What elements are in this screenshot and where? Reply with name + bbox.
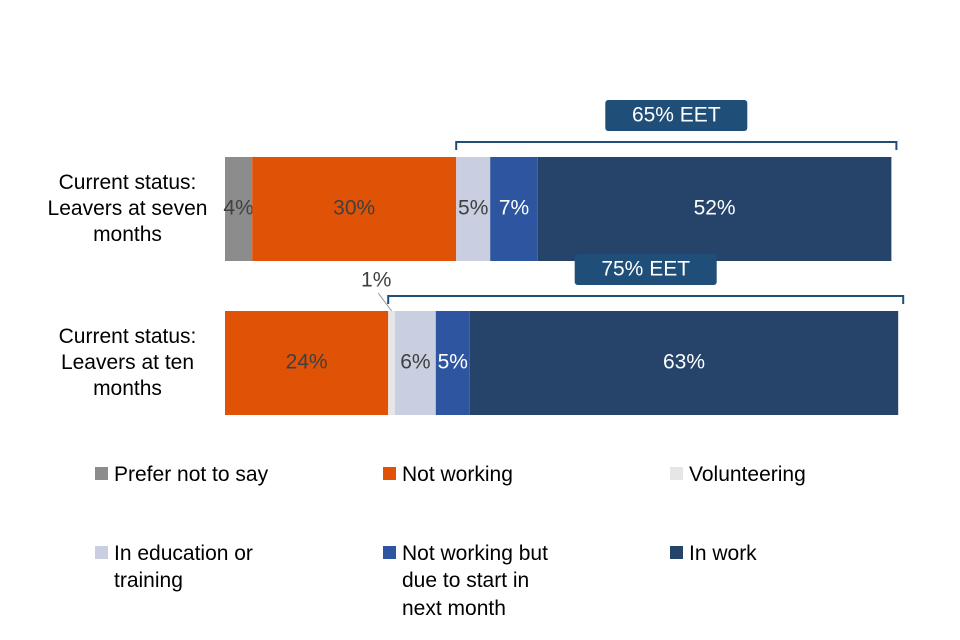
legend-item: Volunteering [670, 461, 859, 488]
annotation-box [574, 254, 717, 285]
legend-swatch [95, 467, 108, 480]
bar-segment [537, 157, 892, 261]
data-label: 30% [333, 197, 375, 220]
legend-item: Prefer not to say [95, 461, 284, 488]
legend-swatch [670, 546, 683, 559]
bar-segment [395, 311, 436, 415]
data-label: 24% [286, 351, 328, 374]
legend-swatch [95, 546, 108, 559]
bar-segment [456, 157, 491, 261]
legend-label: Not working [402, 463, 513, 486]
data-label: 4% [223, 197, 253, 220]
legend-label: Volunteering [689, 463, 806, 486]
data-label: 7% [499, 197, 529, 220]
category-label: Current status: Leavers at seven months [47, 170, 208, 247]
bar-segment [225, 157, 253, 261]
legend-label: In work [689, 542, 757, 565]
eet-bracket [387, 295, 905, 304]
bar-segment [469, 311, 899, 415]
legend-swatch [383, 467, 396, 480]
bar-segment [225, 311, 389, 415]
data-label: 1% [361, 269, 391, 292]
legend-item: In education or training [95, 540, 284, 595]
legend-item: Not working but due to start in next mon… [383, 540, 572, 622]
bar-segment [252, 157, 457, 261]
data-label: 63% [663, 351, 705, 374]
category-label: Current status: Leavers at ten months [58, 324, 197, 401]
data-label: 6% [400, 351, 430, 374]
annotation-box [605, 100, 748, 131]
legend-item: Not working [383, 461, 572, 488]
data-label: 5% [438, 351, 468, 374]
leader-line [377, 292, 393, 312]
eet-bracket [455, 141, 898, 150]
bar-segment [490, 157, 538, 261]
legend-item: In work [670, 540, 859, 567]
legend-label: Prefer not to say [114, 463, 269, 486]
annotation: 65% EET [632, 104, 721, 127]
annotation: 75% EET [601, 258, 690, 281]
legend-swatch [670, 467, 683, 480]
data-label: 5% [458, 197, 488, 220]
data-label: 52% [694, 197, 736, 220]
legend-swatch [383, 546, 396, 559]
legend-label: Not working but due to start in next mon… [402, 542, 548, 620]
legend-label: In education or training [114, 542, 253, 593]
bar-segment [435, 311, 470, 415]
bar-segment [388, 311, 395, 415]
